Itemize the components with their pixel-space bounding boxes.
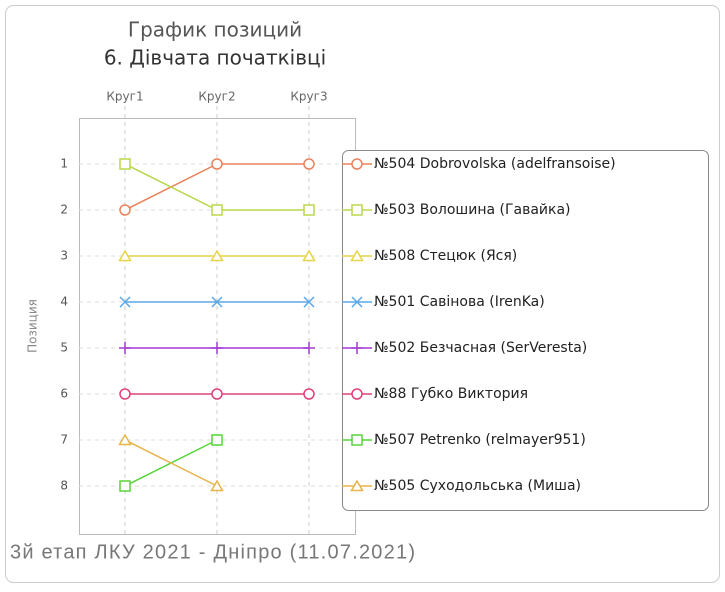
legend-label: №508 Стецюк (Яся) (374, 248, 517, 264)
y-tick-label: 2 (60, 203, 68, 217)
point (303, 158, 315, 170)
legend-label: №502 Безчасная (SerVeresta) (374, 340, 587, 356)
legend-label: №501 Савінова (IrenKa) (374, 294, 545, 310)
y-axis-label: Позиция (26, 299, 40, 353)
point (211, 434, 223, 446)
legend-marker (351, 434, 363, 446)
y-tick-label: 3 (60, 249, 68, 263)
point (118, 249, 132, 262)
point (211, 388, 223, 400)
point (119, 480, 131, 492)
point (119, 204, 131, 216)
legend-marker (350, 249, 364, 262)
x-tick-label: Круг3 (290, 90, 327, 104)
footer: 3й етап ЛКУ 2021 - Дніпро (11.07.2021) (10, 541, 415, 563)
chart-subtitle: 6. Дівчата початківці (104, 46, 326, 70)
series-line (124, 439, 218, 487)
point (303, 204, 315, 216)
legend-label: №507 Petrenko (relmayer951) (374, 432, 586, 448)
point (211, 158, 223, 170)
x-tick-label: Круг2 (198, 90, 235, 104)
point (119, 158, 131, 170)
y-tick-label: 7 (60, 433, 68, 447)
legend-label: №503 Волошина (Гавайка) (374, 202, 571, 218)
point (303, 388, 315, 400)
y-tick-label: 6 (60, 387, 68, 401)
y-tick-label: 1 (60, 157, 68, 171)
legend-label: №88 Губко Виктория (374, 386, 528, 402)
legend-marker (351, 388, 363, 400)
y-tick-label: 5 (60, 341, 68, 355)
legend-label: №504 Dobrovolska (adelfransoise) (374, 156, 616, 172)
legend-box (342, 150, 709, 511)
legend-marker (350, 479, 364, 492)
chart-title: График позиций (128, 18, 302, 42)
y-tick-label: 4 (60, 295, 68, 309)
point (210, 479, 224, 492)
legend-marker (351, 204, 363, 216)
point (211, 342, 223, 354)
point (302, 249, 316, 262)
legend-marker (351, 342, 363, 354)
point (303, 342, 315, 354)
point (211, 204, 223, 216)
point (211, 296, 223, 308)
point (118, 433, 132, 446)
legend-marker (351, 158, 363, 170)
y-tick-label: 8 (60, 479, 68, 493)
point (210, 249, 224, 262)
point (119, 388, 131, 400)
point (119, 342, 131, 354)
legend-marker (351, 296, 363, 308)
point (119, 296, 131, 308)
legend-label: №505 Суходольська (Миша) (374, 478, 581, 494)
x-tick-label: Круг1 (106, 90, 143, 104)
point (303, 296, 315, 308)
